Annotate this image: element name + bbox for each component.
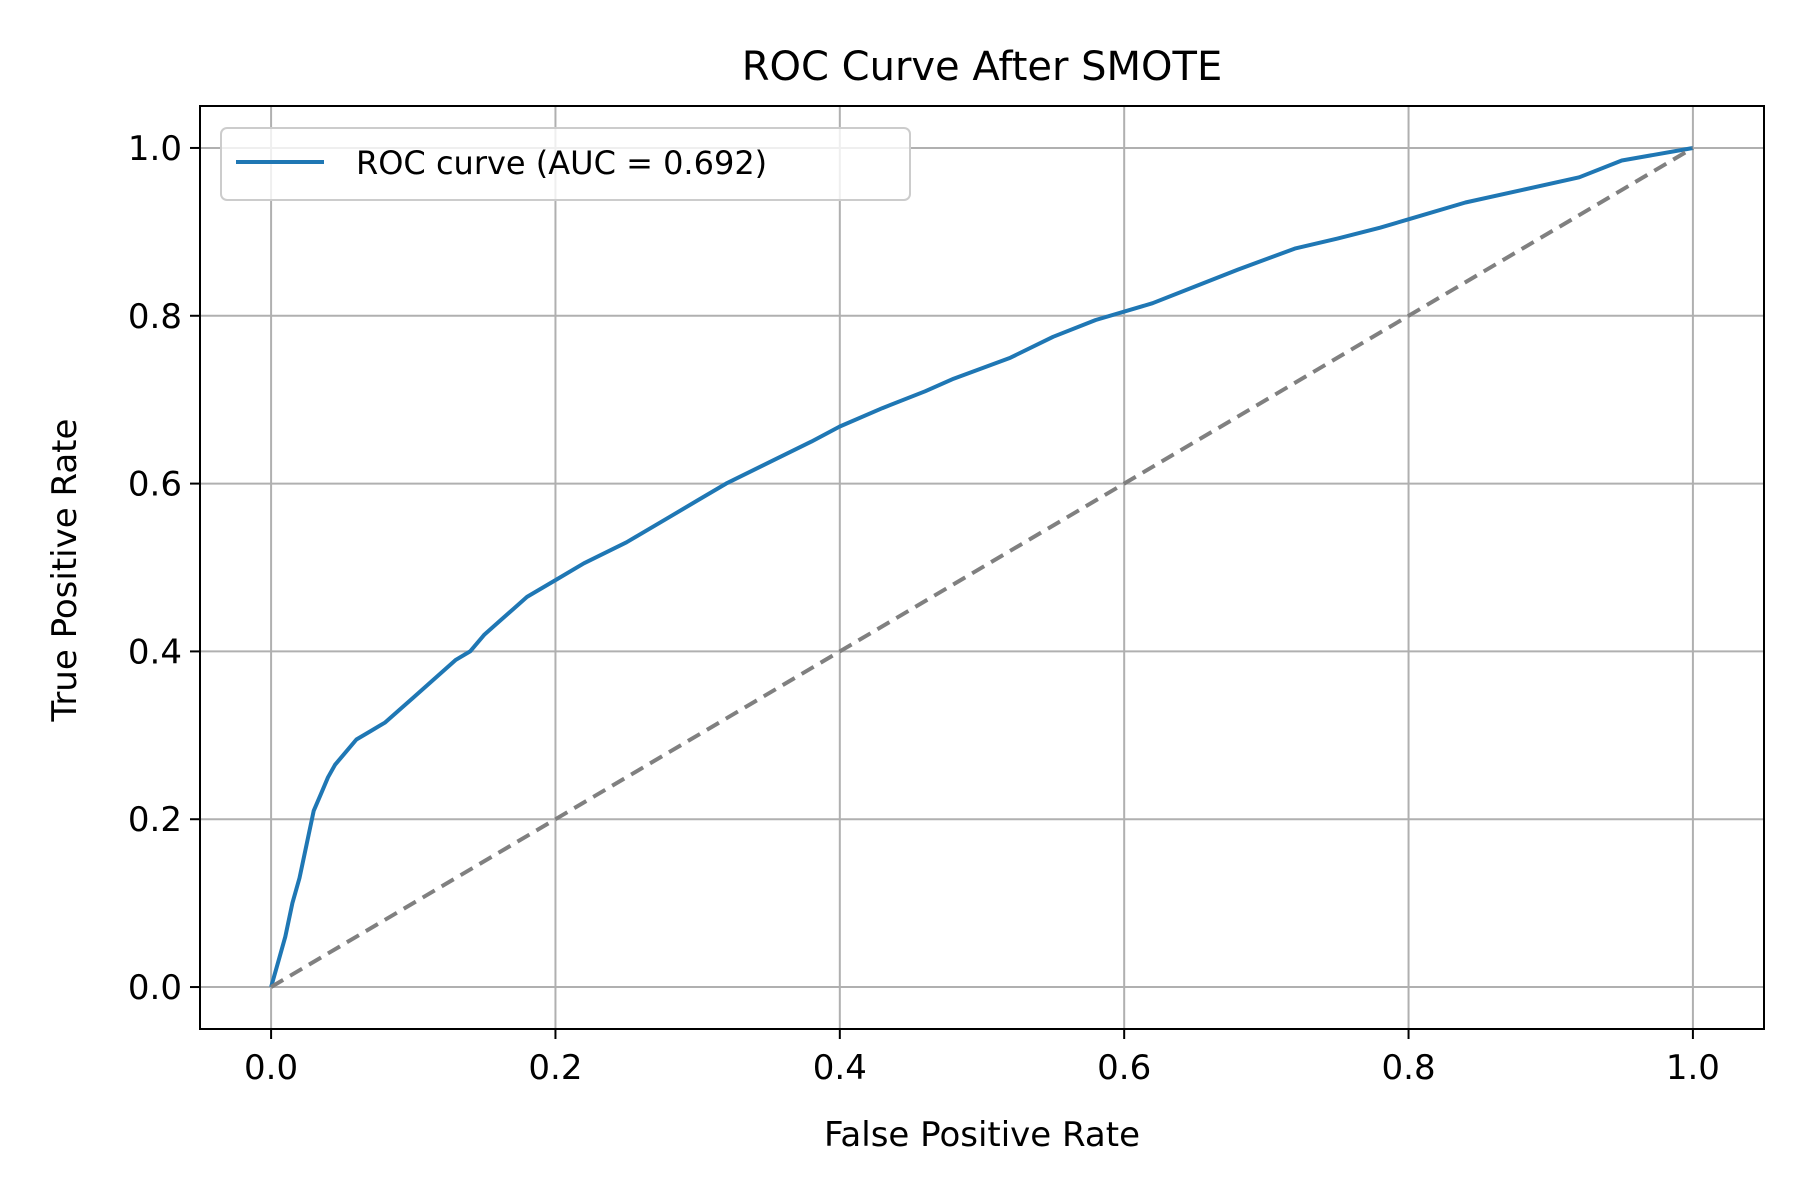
series-layer — [269, 146, 1694, 989]
x-tick-label: 0.6 — [1097, 1048, 1151, 1088]
axis-ticks: 0.0 0.2 0.4 0.6 0.8 1.0 0.0 0.2 0.4 0.6 0.8 1.0 — [128, 129, 1720, 1088]
x-tick-label: 1.0 — [1666, 1048, 1720, 1088]
y-tick-label: 0.8 — [128, 297, 182, 337]
legend-label: ROC curve (AUC = 0.692) — [356, 144, 767, 182]
y-tick-label: 0.6 — [128, 465, 182, 505]
legend: ROC curve (AUC = 0.692) — [220, 127, 911, 201]
y-tick-label: 0.0 — [128, 968, 182, 1008]
legend-box — [220, 127, 911, 201]
x-tick-label: 0.2 — [528, 1048, 582, 1088]
roc-curve-line — [269, 146, 1694, 988]
x-tick-label: 0.4 — [813, 1048, 867, 1088]
x-tick-label: 0.8 — [1382, 1048, 1436, 1088]
x-axis-label: False Positive Rate — [824, 1115, 1140, 1155]
y-axis-label: True Positive Rate — [45, 419, 85, 723]
y-tick-label: 0.4 — [128, 632, 182, 672]
x-tick-label: 0.0 — [244, 1048, 298, 1088]
grid-lines — [200, 106, 1764, 1029]
chart-title: ROC Curve After SMOTE — [742, 44, 1223, 90]
y-tick-label: 1.0 — [128, 129, 182, 169]
chance-diagonal-line — [270, 146, 1694, 989]
y-tick-label: 0.2 — [128, 800, 182, 840]
plot-frame — [199, 105, 1765, 1030]
